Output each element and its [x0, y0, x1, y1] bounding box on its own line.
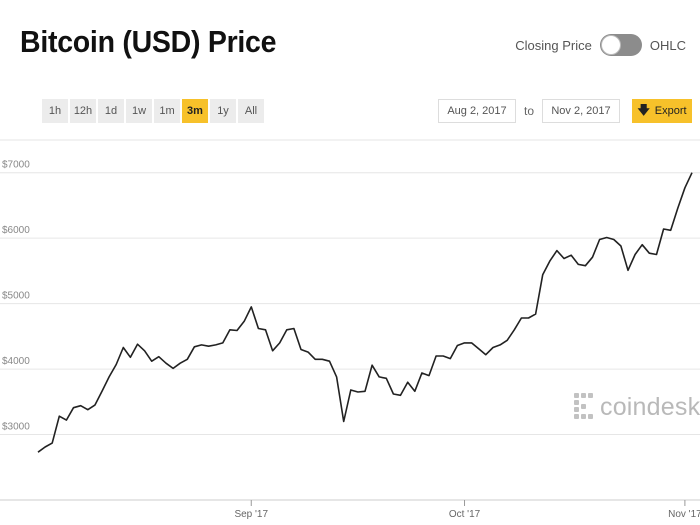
price-mode-toggle[interactable] [599, 34, 642, 56]
ohlc-label[interactable]: OHLC [649, 37, 686, 53]
date-range: to 🡇 Export [437, 99, 692, 123]
closing-price-label[interactable]: Closing Price [515, 37, 592, 53]
range-3m[interactable]: 3m [182, 99, 208, 123]
range-1m[interactable]: 1m [154, 99, 180, 123]
x-tick-label: Oct '17 [449, 509, 481, 520]
export-button[interactable]: 🡇 Export [632, 99, 692, 123]
y-axis-ticks: $3000 $4000 $5000 $6000 $7000 [2, 160, 30, 433]
y-tick-label: $5000 [2, 291, 30, 302]
down-arrow-icon: 🡇 [637, 102, 650, 117]
grid-layer [0, 139, 700, 501]
x-tick-label: Sep '17 [234, 509, 268, 520]
range-selector: 1h 12h 1d 1w 1m 3m 1y All [42, 99, 264, 123]
range-1w[interactable]: 1w [126, 99, 152, 123]
range-1h[interactable]: 1h [42, 99, 68, 123]
x-axis-ticks: Sep '17 Oct '17 Nov '17 [234, 500, 700, 520]
export-label: Export [654, 105, 687, 117]
x-tick-label: Nov '17 [668, 509, 700, 520]
watermark-text: coindesk [600, 392, 700, 421]
toggle-knob[interactable] [600, 35, 621, 55]
range-all[interactable]: All [238, 99, 264, 123]
range-1y[interactable]: 1y [210, 99, 236, 123]
y-tick-label: $3000 [2, 422, 30, 433]
range-12h[interactable]: 12h [70, 99, 96, 123]
date-separator: to [523, 104, 534, 118]
start-date-input[interactable] [437, 99, 516, 123]
coindesk-watermark: coindesk [573, 392, 700, 422]
end-date-input[interactable] [542, 99, 620, 123]
price-series-line [37, 172, 693, 453]
y-tick-label: $4000 [2, 356, 30, 367]
coindesk-logo-icon [574, 393, 593, 419]
range-1d[interactable]: 1d [98, 99, 124, 123]
series-layer [37, 172, 693, 453]
y-tick-label: $7000 [2, 160, 30, 171]
price-mode-toggle-group: Closing Price OHLC [515, 34, 686, 56]
page-title: Bitcoin (USD) Price [20, 24, 277, 59]
y-tick-label: $6000 [2, 225, 30, 236]
